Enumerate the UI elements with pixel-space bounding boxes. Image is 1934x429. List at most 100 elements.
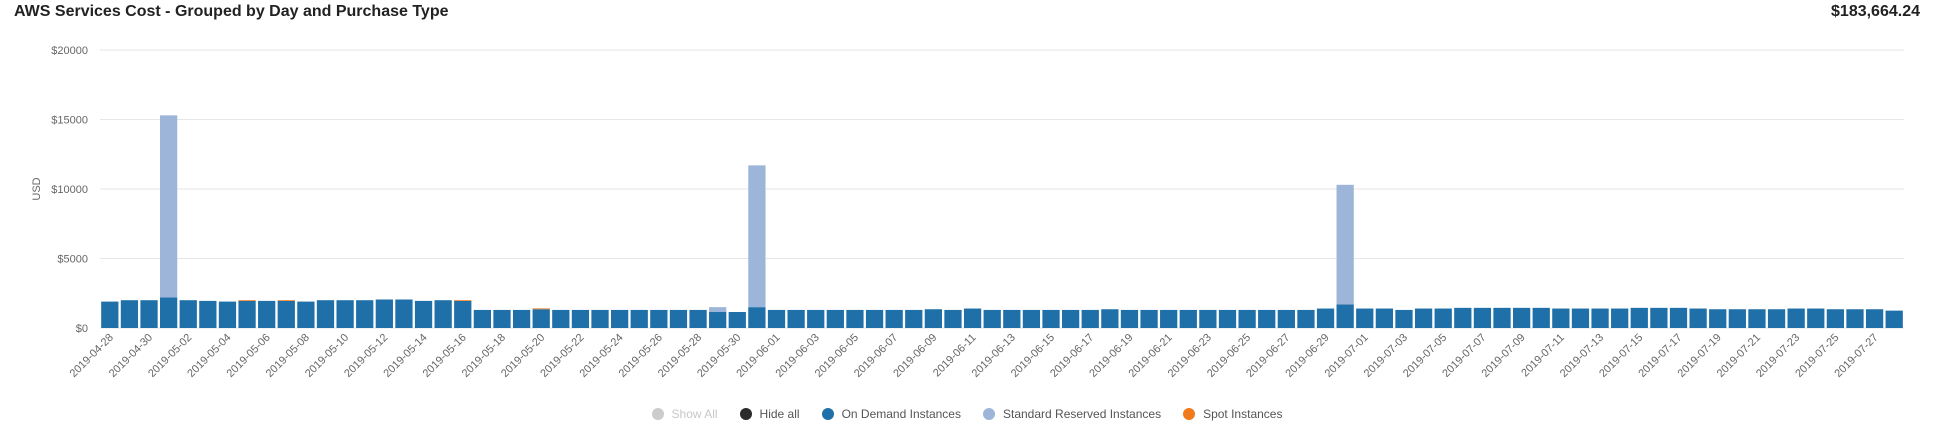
bar-segment — [1728, 309, 1746, 328]
bar-segment — [630, 309, 648, 328]
bar-segment — [1454, 307, 1472, 328]
bar-segment — [1493, 307, 1511, 328]
legend-swatch — [1183, 408, 1196, 420]
bar-segment — [1081, 309, 1099, 328]
y-tick-label: $20000 — [51, 45, 88, 57]
bar-segment — [1238, 309, 1256, 328]
legend-hide-all[interactable]: Hide all — [739, 407, 800, 421]
bar-segment — [336, 300, 354, 328]
legend-swatch — [982, 408, 995, 420]
bar-segment — [669, 309, 688, 328]
bar-segment — [748, 307, 766, 328]
bar-segment — [375, 299, 393, 328]
bar-segment — [356, 300, 374, 328]
bar-segment — [140, 300, 158, 328]
bar-segment — [532, 308, 550, 310]
bar-segment — [767, 309, 786, 328]
bar-segment — [258, 300, 276, 328]
legend-label: Standard Reserved Instances — [1002, 407, 1162, 421]
bar-segment — [826, 309, 844, 328]
bar-segment — [787, 309, 805, 328]
legend-on-demand-instances[interactable]: On Demand Instances — [821, 407, 961, 421]
legend-show-all[interactable]: Show All — [651, 407, 718, 421]
y-tick-label: $15000 — [51, 115, 88, 127]
bar-segment — [885, 309, 903, 328]
bar-segment — [1101, 309, 1119, 328]
bar-segment — [238, 300, 256, 328]
bar-segment — [1277, 309, 1295, 328]
bar-segment — [924, 309, 942, 328]
bar-segment — [316, 300, 335, 328]
bar-segment — [963, 308, 982, 328]
legend-label: On Demand Instances — [841, 407, 961, 421]
legend-label: Spot Instances — [1203, 407, 1283, 421]
bar-segment — [1748, 309, 1766, 328]
chart-header: AWS Services Cost - Grouped by Day and P… — [0, 0, 1934, 32]
bar-segment — [1375, 308, 1393, 328]
bar-segment — [1179, 309, 1197, 328]
bar-segment — [1297, 309, 1315, 328]
bar-segment — [1336, 184, 1354, 305]
bar-segment — [1709, 309, 1727, 328]
bar-segment — [1120, 309, 1139, 328]
bar-segment — [1414, 308, 1433, 328]
bar-segment — [1846, 309, 1864, 328]
bar-segment — [1218, 309, 1237, 328]
y-tick-label: $10000 — [51, 184, 88, 196]
bar-segment — [1650, 307, 1668, 328]
bar-segment — [1767, 309, 1786, 328]
bar-segment — [611, 309, 629, 328]
y-axis-label: USD — [31, 177, 43, 200]
bar-segment — [1258, 309, 1276, 328]
bar-segment — [1630, 307, 1648, 328]
bar-segment — [512, 309, 531, 328]
chart-title: AWS Services Cost - Grouped by Day and P… — [14, 3, 449, 20]
legend-label: Show All — [671, 407, 718, 421]
bar-segment — [1160, 309, 1178, 328]
bar-segment — [1513, 307, 1531, 328]
bar-segment — [709, 312, 727, 328]
legend-swatch — [739, 408, 752, 420]
legend-standard-reserved-instances[interactable]: Standard Reserved Instances — [982, 407, 1162, 421]
bar-segment — [728, 312, 746, 328]
bar-segment — [944, 309, 962, 328]
bar-segment — [160, 297, 178, 328]
bar-segment — [434, 300, 452, 328]
bar-segment — [1199, 309, 1217, 328]
legend-swatch — [821, 408, 834, 420]
bar-segment — [1336, 304, 1354, 328]
bar-segment — [454, 300, 472, 328]
bar-segment — [454, 300, 472, 301]
bar-segment — [1865, 309, 1884, 328]
bar-segment — [1689, 308, 1707, 328]
bar-segment — [1826, 309, 1844, 328]
y-tick-label: $5000 — [57, 254, 88, 266]
bar-segment — [807, 309, 825, 328]
bar-segment — [1669, 307, 1688, 328]
bar-segment — [493, 309, 511, 328]
legend-spot-instances[interactable]: Spot Instances — [1183, 407, 1282, 421]
bar-segment — [199, 300, 217, 328]
stacked-bar-chart: $0$5000$10000$15000$20000USD2019-04-2820… — [31, 45, 1904, 380]
bar-segment — [101, 301, 119, 328]
bar-segment — [218, 301, 237, 328]
bar-segment — [905, 309, 923, 328]
bar-segment — [160, 115, 178, 298]
bar-segment — [179, 300, 197, 328]
bar-segment — [1571, 308, 1590, 328]
bar-segment — [983, 309, 1001, 328]
bar-segment — [277, 300, 295, 328]
chart-legend: Show All Hide all On Demand Instances St… — [0, 404, 1934, 424]
bar-segment — [1062, 309, 1080, 328]
legend-label: Hide all — [759, 407, 800, 421]
bar-segment — [1532, 307, 1550, 328]
bar-segment — [552, 309, 570, 328]
bar-segment — [395, 299, 413, 328]
bar-segment — [571, 309, 590, 328]
bar-segment — [1316, 308, 1335, 328]
bar-segment — [748, 165, 766, 308]
bar-segment — [1611, 308, 1629, 328]
bar-segment — [277, 300, 295, 301]
bar-segment — [414, 300, 433, 328]
bar-segment — [1591, 308, 1609, 328]
